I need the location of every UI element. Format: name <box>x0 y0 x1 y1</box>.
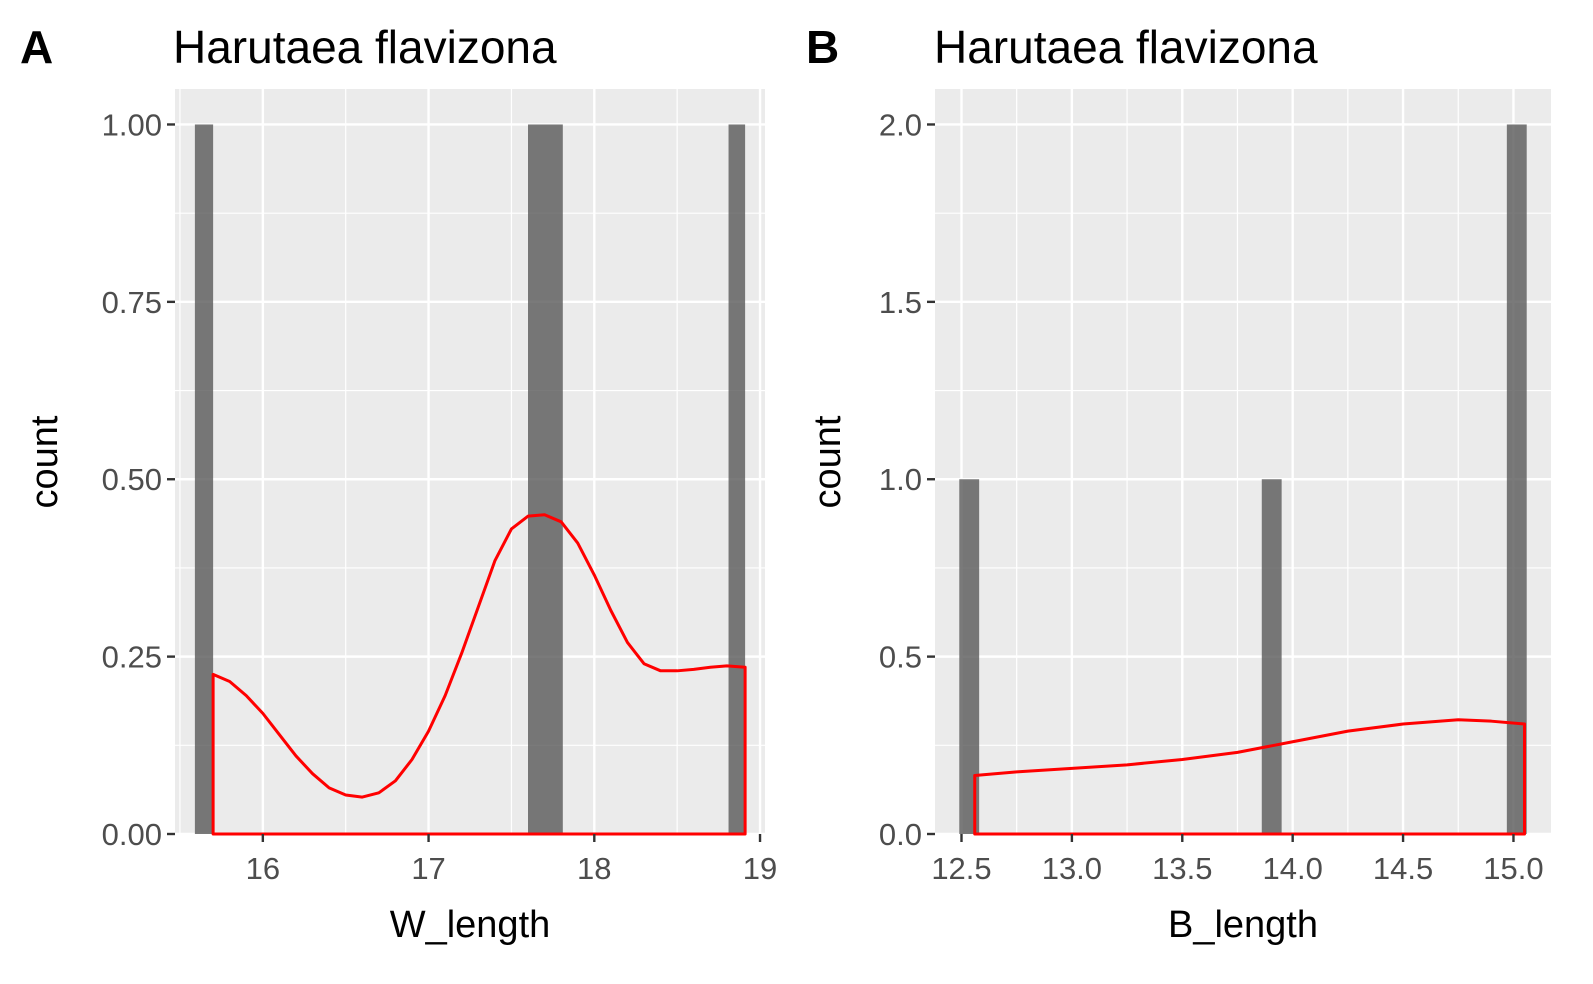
density-curve-a <box>211 513 747 836</box>
bar-b-2 <box>1506 124 1527 834</box>
x-axis-title-a: W_length <box>390 904 551 946</box>
x-tick-label-a-1: 17 <box>411 851 445 886</box>
grid-b <box>935 89 1551 836</box>
panel-a: A Harutaea flavizona 16 17 18 19 0.00 0.25 0.5… <box>20 21 777 946</box>
bar-b-1 <box>1261 479 1282 834</box>
panel-tag-a: A <box>20 21 53 73</box>
y-tick-label-a-1: 0.25 <box>102 640 162 675</box>
y-axis-title-b: count <box>807 415 849 508</box>
y-tick-label-b-2: 1.0 <box>879 462 922 497</box>
x-tick-label-b-5: 15.0 <box>1483 851 1543 886</box>
bars-b <box>959 124 1527 834</box>
bar-b-0 <box>959 479 980 834</box>
density-b <box>973 718 1527 836</box>
chart-title-a: Harutaea flavizona <box>173 21 557 73</box>
y-tick-label-b-1: 0.5 <box>879 640 922 675</box>
y-tick-label-a-2: 0.50 <box>102 462 162 497</box>
y-tick-label-b-3: 1.5 <box>879 285 922 320</box>
bars-a <box>194 124 746 834</box>
density-curve-b <box>973 718 1527 836</box>
y-axis-title-a: count <box>24 415 66 508</box>
density-a <box>211 513 747 836</box>
x-tick-label-b-2: 13.5 <box>1152 851 1212 886</box>
x-tick-label-b-0: 12.5 <box>931 851 991 886</box>
x-tick-label-a-3: 19 <box>743 851 777 886</box>
chart-title-b: Harutaea flavizona <box>934 21 1318 73</box>
x-tick-label-a-2: 18 <box>577 851 611 886</box>
x-tick-label-a-0: 16 <box>246 851 280 886</box>
axis-ticks-a: 16 17 18 19 0.00 0.25 0.50 0.75 1.00 <box>102 107 778 886</box>
x-tick-label-b-3: 14.0 <box>1263 851 1323 886</box>
axis-ticks-b: 12.5 13.0 13.5 14.0 14.5 15.0 0.0 0.5 1.0 1.5 2.0 <box>879 107 1544 886</box>
x-tick-label-b-4: 14.5 <box>1373 851 1433 886</box>
bar-a-1 <box>528 124 563 834</box>
y-tick-label-b-0: 0.0 <box>879 817 922 852</box>
y-tick-label-a-4: 1.00 <box>102 107 162 142</box>
y-tick-label-a-3: 0.75 <box>102 285 162 320</box>
panel-b: B Harutaea flavizona 12.5 13.0 13.5 14.0 14.… <box>806 21 1551 946</box>
x-axis-title-b: B_length <box>1168 904 1318 946</box>
y-tick-label-a-0: 0.00 <box>102 817 162 852</box>
x-tick-label-b-1: 13.0 <box>1042 851 1102 886</box>
panel-tag-b: B <box>806 21 839 73</box>
bar-a-2 <box>728 124 746 834</box>
y-tick-label-b-4: 2.0 <box>879 107 922 142</box>
bar-a-0 <box>194 124 214 834</box>
grid-a <box>175 89 765 836</box>
